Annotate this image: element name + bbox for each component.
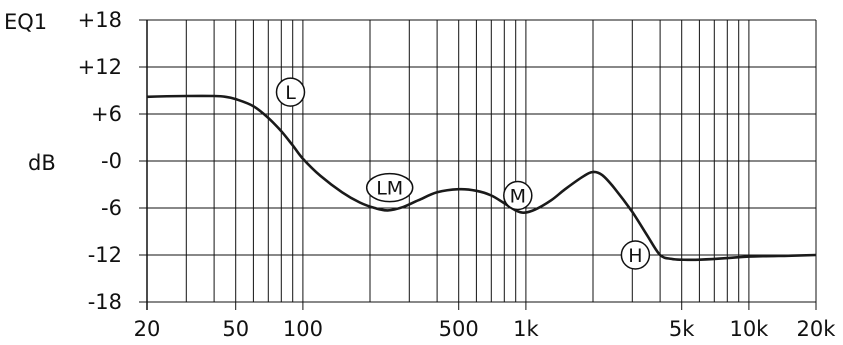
band-marker-ring bbox=[503, 180, 533, 211]
y-tick-label: -12 bbox=[88, 243, 122, 267]
y-tick-label: -18 bbox=[88, 290, 122, 314]
band-marker-ring bbox=[275, 77, 306, 107]
band-marker-label: M bbox=[510, 186, 526, 208]
x-tick-label: 20 bbox=[134, 317, 161, 341]
band-marker-ring bbox=[620, 240, 651, 270]
labels: EQ1 dB bbox=[4, 10, 56, 175]
x-tick-label: 5k bbox=[669, 317, 695, 341]
band-marker-lm: LM bbox=[365, 172, 414, 203]
band-marker-ring bbox=[365, 172, 414, 203]
x-tick-label: 500 bbox=[439, 317, 479, 341]
y-axis-label: dB bbox=[28, 151, 56, 175]
band-marker-label: LM bbox=[376, 178, 403, 200]
band-marker-label: H bbox=[628, 245, 642, 267]
y-tick-label: +18 bbox=[78, 8, 122, 32]
band-marker-h: H bbox=[620, 240, 651, 270]
x-tick-label: 50 bbox=[222, 317, 249, 341]
chart-title: EQ1 bbox=[4, 10, 47, 34]
y-tick-label: +12 bbox=[78, 55, 122, 79]
x-tick-label: 100 bbox=[283, 317, 323, 341]
band-marker-l: L bbox=[275, 77, 306, 107]
grid bbox=[139, 19, 817, 303]
y-tick-label: -0 bbox=[101, 149, 122, 173]
band-marker-label: L bbox=[285, 82, 296, 104]
eq-response-line bbox=[146, 94, 817, 262]
curve bbox=[146, 94, 817, 262]
y-tick-label: +6 bbox=[91, 102, 122, 126]
band-markers: L LM M H bbox=[275, 77, 651, 270]
band-marker-m: M bbox=[503, 180, 533, 211]
y-tick-label: -6 bbox=[101, 196, 122, 220]
axes: +18 +12 +6 -0 -6 -12 -18 20 50 100 500 1k 5k 10k 20k bbox=[78, 8, 837, 341]
x-tick-label: 20k bbox=[797, 317, 837, 341]
x-tick-label: 1k bbox=[513, 317, 539, 341]
x-tick-label: 10k bbox=[729, 317, 769, 341]
